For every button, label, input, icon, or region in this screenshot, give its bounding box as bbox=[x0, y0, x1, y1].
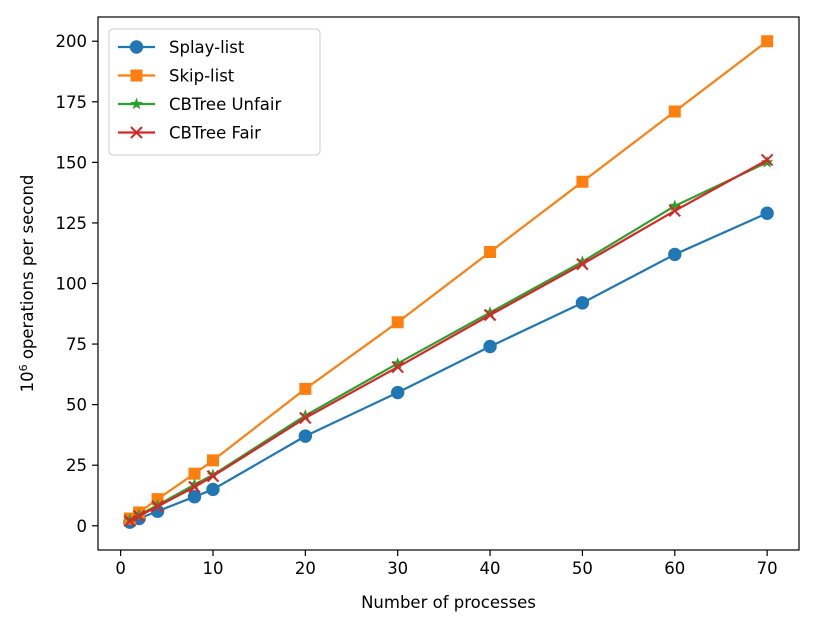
data-point-cbtree-fair bbox=[576, 257, 589, 271]
data-point-cbtree-fair bbox=[132, 509, 146, 523]
data-point-splay-list bbox=[760, 206, 774, 220]
data-point-cbtree-unfair bbox=[299, 409, 312, 421]
data-point-splay-list bbox=[483, 339, 497, 354]
series-layer bbox=[123, 35, 774, 529]
legend-swatch-marker bbox=[130, 97, 143, 110]
data-point-splay-list bbox=[575, 296, 590, 310]
data-point-skip-list bbox=[188, 467, 201, 480]
y-axis-label-rest: operations per second bbox=[18, 175, 37, 365]
x-tick-label: 50 bbox=[572, 559, 593, 578]
data-point-cbtree-fair bbox=[188, 480, 201, 494]
legend-label: Splay-list bbox=[169, 38, 245, 57]
y-tick-label: 100 bbox=[56, 275, 88, 294]
data-point-skip-list bbox=[299, 382, 312, 395]
legend-swatch-marker bbox=[130, 126, 143, 139]
legend: Splay-list Skip-list CBTree Unfair CBTree F… bbox=[108, 28, 321, 156]
data-point-cbtree-fair bbox=[483, 308, 497, 322]
legend-item-cbtree-unfair: CBTree Unfair bbox=[118, 95, 282, 114]
data-point-cbtree-fair bbox=[151, 500, 164, 513]
data-point-splay-list bbox=[206, 482, 220, 497]
data-point-skip-list bbox=[668, 105, 681, 118]
x-tick-label: 20 bbox=[295, 559, 316, 578]
data-point-skip-list bbox=[391, 316, 404, 329]
data-point-cbtree-unfair bbox=[668, 199, 681, 212]
data-point-skip-list bbox=[576, 175, 589, 188]
data-point-cbtree-unfair bbox=[123, 513, 137, 525]
y-tick-label: 25 bbox=[66, 456, 87, 475]
legend-swatch-marker bbox=[129, 40, 144, 54]
data-point-cbtree-fair bbox=[668, 204, 681, 218]
x-tick-label: 10 bbox=[202, 559, 223, 578]
data-point-skip-list bbox=[484, 246, 497, 259]
legend-label: CBTree Unfair bbox=[169, 95, 282, 114]
y-axis-label-base: 10 bbox=[18, 371, 37, 392]
x-tick-label: 60 bbox=[664, 559, 685, 578]
data-point-cbtree-unfair bbox=[391, 356, 404, 369]
x-tick-label: 0 bbox=[115, 559, 126, 578]
data-point-cbtree-unfair bbox=[188, 478, 201, 490]
data-point-cbtree-unfair bbox=[206, 468, 220, 481]
x-axis-label: Number of processes bbox=[361, 593, 536, 612]
y-tick-label: 150 bbox=[56, 153, 88, 172]
data-point-splay-list bbox=[298, 429, 313, 443]
legend-box bbox=[108, 28, 321, 156]
series-line-cbtree-unfair bbox=[129, 161, 768, 521]
data-point-skip-list bbox=[761, 35, 774, 48]
legend-swatch-marker bbox=[130, 69, 143, 82]
data-point-splay-list bbox=[187, 490, 202, 504]
x-tick-label: 30 bbox=[387, 559, 408, 578]
x-tick-label: 40 bbox=[480, 559, 501, 578]
legend-item-skip-list: Skip-list bbox=[118, 67, 235, 86]
data-point-cbtree-fair bbox=[760, 153, 774, 167]
y-tick-label: 50 bbox=[66, 396, 87, 415]
series-cbtree-fair bbox=[123, 153, 774, 528]
y-tick-label: 0 bbox=[77, 517, 88, 536]
y-axis-label-exponent: 6 bbox=[17, 364, 30, 371]
y-axis-ticks: 0 25 50 75 100 125 150 175 200 bbox=[56, 32, 98, 536]
data-point-cbtree-fair bbox=[299, 411, 312, 425]
x-tick-label: 70 bbox=[757, 559, 778, 578]
data-point-cbtree-unfair bbox=[576, 255, 589, 267]
data-point-cbtree-fair bbox=[391, 360, 404, 374]
x-axis-ticks: 0 10 20 30 40 50 60 70 bbox=[115, 550, 778, 578]
data-point-splay-list bbox=[668, 247, 682, 262]
y-axis-label: 106 operations per second bbox=[17, 175, 38, 393]
legend-label: Skip-list bbox=[169, 67, 235, 86]
data-point-cbtree-unfair bbox=[151, 498, 164, 511]
data-point-skip-list bbox=[206, 454, 219, 467]
series-splay-list bbox=[123, 206, 774, 529]
data-point-cbtree-fair bbox=[123, 514, 137, 528]
data-point-cbtree-unfair bbox=[760, 155, 774, 168]
legend-item-cbtree-fair: CBTree Fair bbox=[118, 124, 261, 143]
data-point-splay-list bbox=[391, 385, 405, 400]
data-point-cbtree-unfair bbox=[483, 306, 497, 318]
y-tick-label: 200 bbox=[56, 32, 88, 51]
legend-item-splay-list: Splay-list bbox=[118, 38, 245, 57]
data-point-cbtree-unfair bbox=[132, 508, 146, 521]
y-tick-label: 125 bbox=[56, 214, 88, 233]
y-tick-label: 75 bbox=[66, 335, 87, 354]
y-tick-label: 175 bbox=[56, 93, 88, 112]
legend-label: CBTree Fair bbox=[169, 124, 261, 143]
data-point-cbtree-fair bbox=[206, 469, 220, 483]
